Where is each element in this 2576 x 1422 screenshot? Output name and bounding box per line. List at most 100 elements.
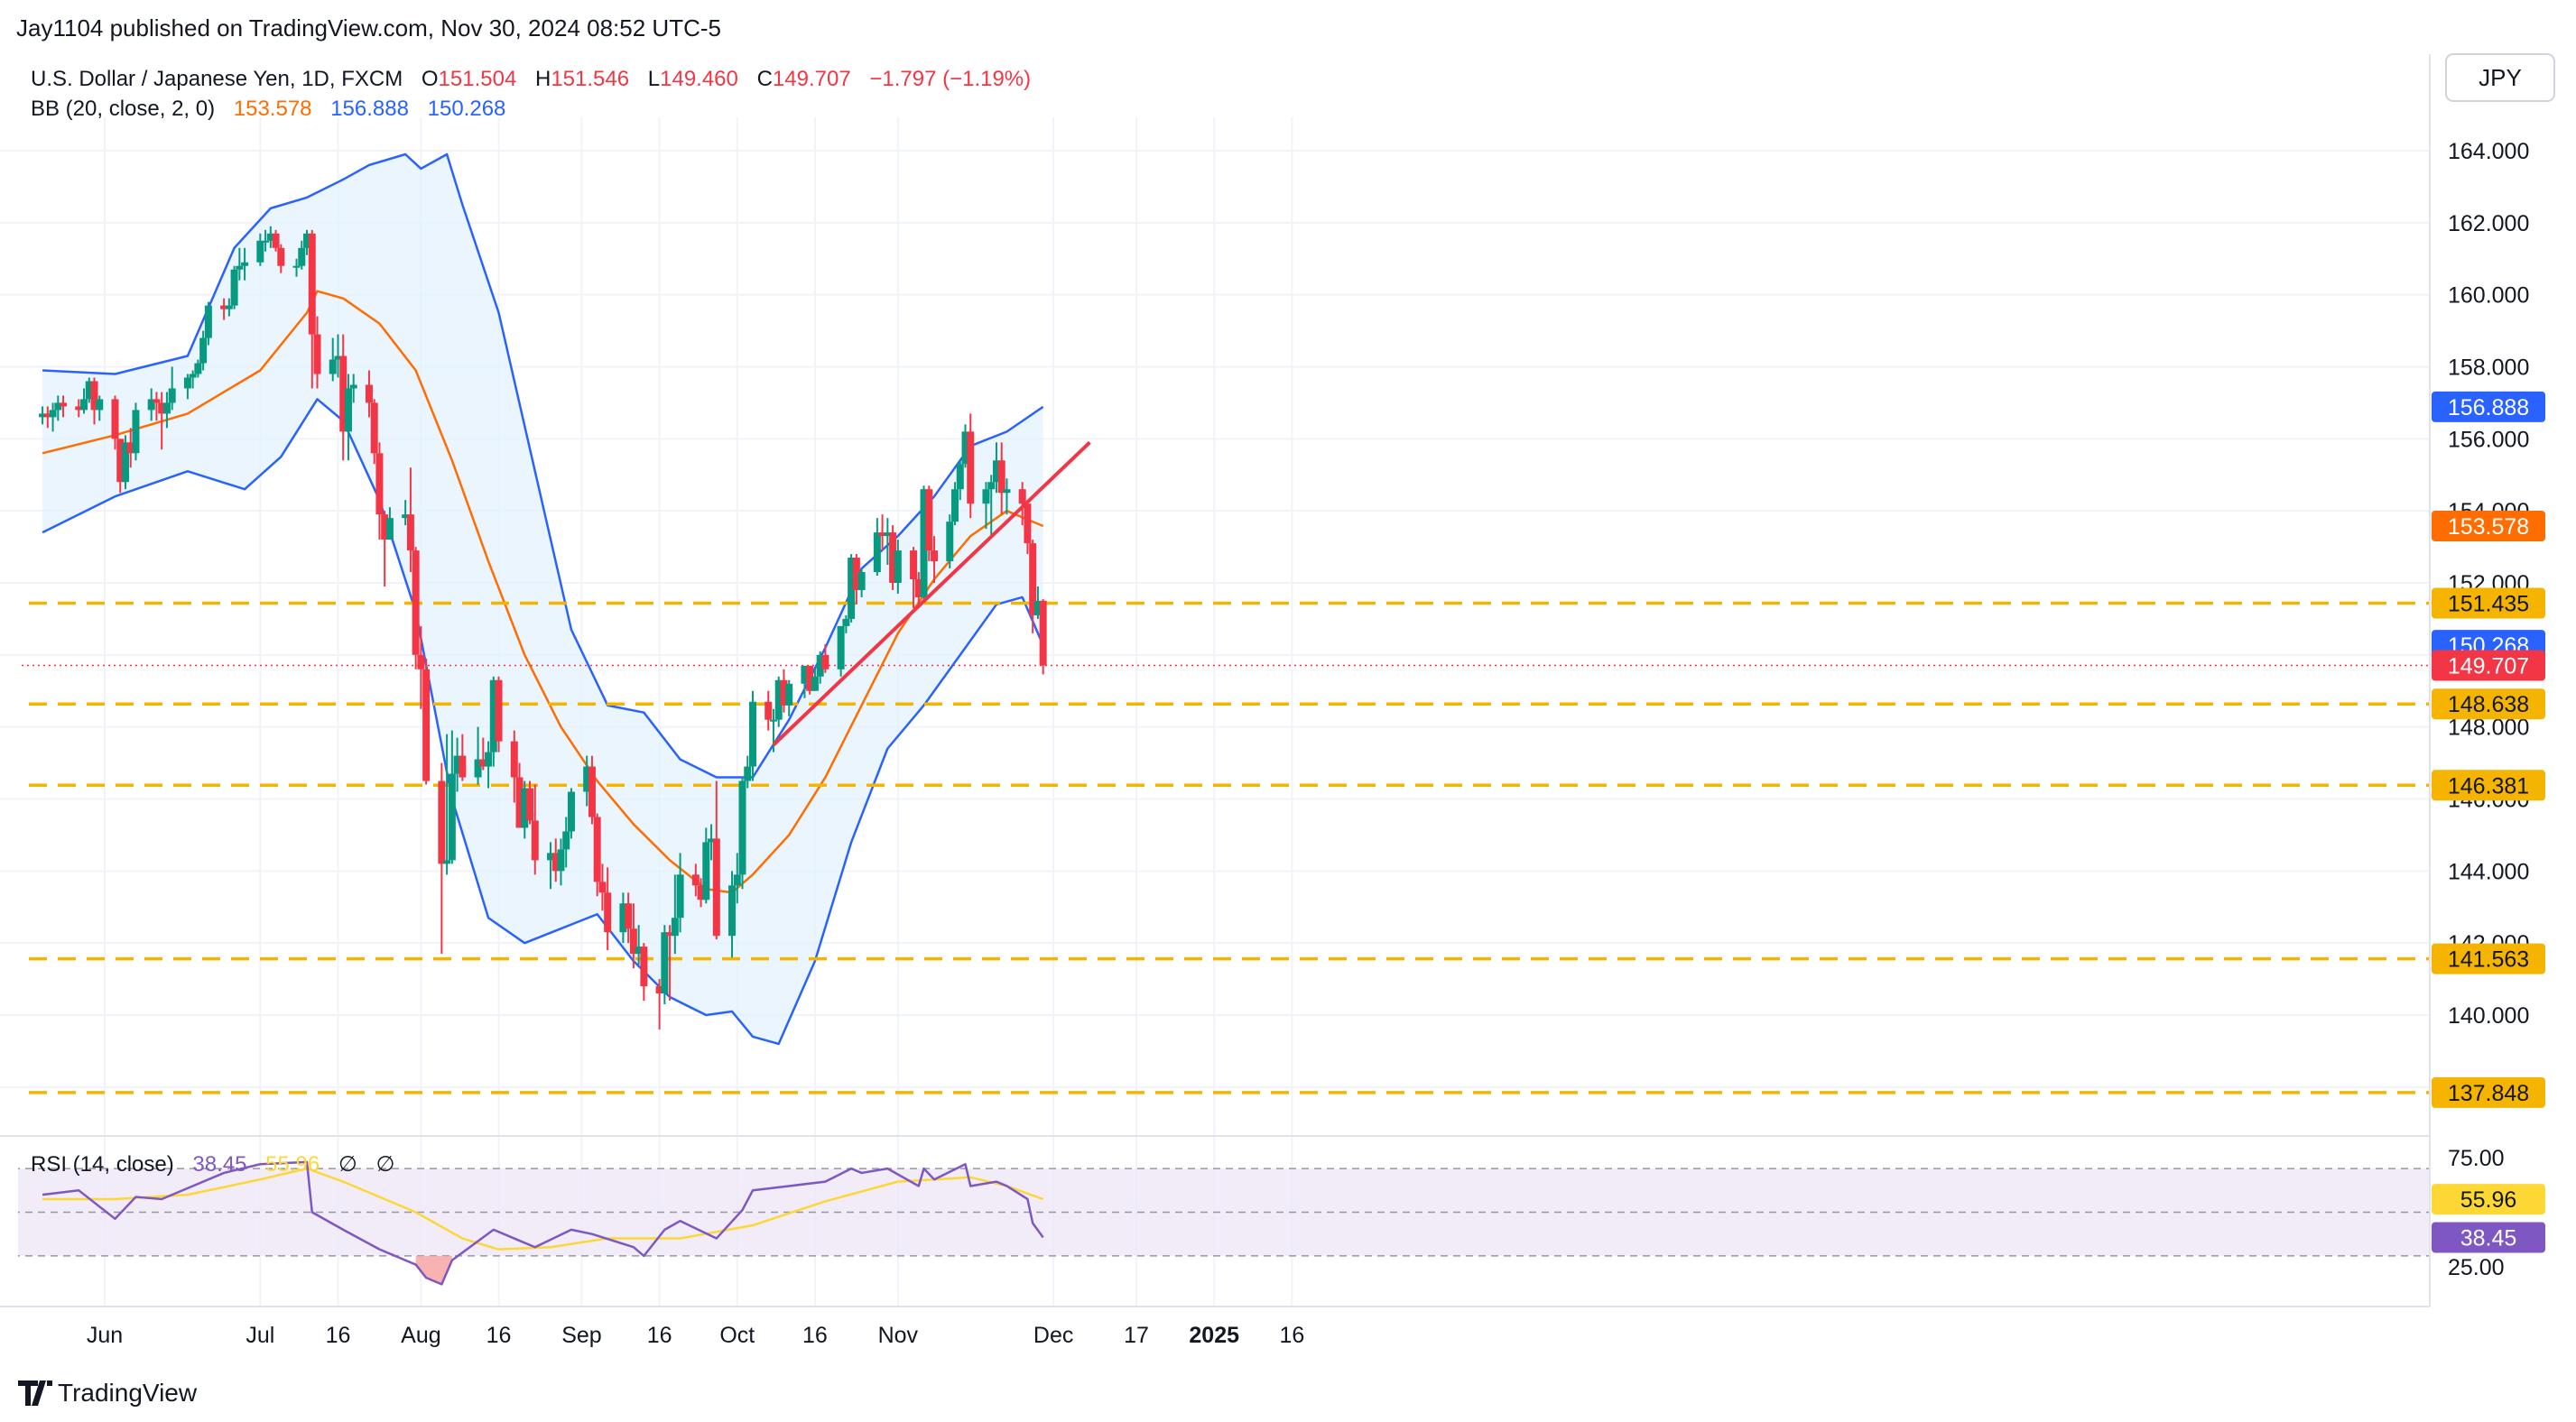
candle-body[interactable] — [997, 460, 1005, 494]
candle-body[interactable] — [546, 853, 554, 861]
candle-body[interactable] — [334, 356, 342, 360]
candle-body[interactable] — [987, 482, 996, 490]
candle-body[interactable] — [878, 532, 886, 537]
candle-body[interactable] — [132, 410, 140, 454]
candle-body[interactable] — [894, 550, 902, 583]
candle-body[interactable] — [495, 679, 503, 742]
candle-body[interactable] — [349, 384, 357, 389]
candle-body[interactable] — [1024, 503, 1032, 544]
rsi-plot[interactable] — [0, 1160, 2430, 1286]
candle-body[interactable] — [806, 665, 814, 691]
candle-body[interactable] — [635, 946, 643, 955]
candle-body[interactable] — [448, 773, 456, 861]
candle-body[interactable] — [262, 240, 270, 243]
candle-body[interactable] — [697, 885, 705, 900]
candle-body[interactable] — [230, 269, 238, 306]
candle-body[interactable] — [298, 247, 306, 266]
candle-body[interactable] — [946, 522, 954, 562]
candle-body[interactable] — [1039, 600, 1047, 666]
candle-body[interactable] — [598, 882, 607, 893]
candle-body[interactable] — [531, 820, 539, 861]
candle-body[interactable] — [375, 453, 384, 515]
candle-body[interactable] — [733, 874, 741, 886]
candle-body[interactable] — [39, 413, 47, 418]
candle-body[interactable] — [744, 766, 752, 781]
candle-body[interactable] — [459, 755, 467, 778]
candle-body[interactable] — [557, 849, 565, 872]
candle-body[interactable] — [567, 791, 575, 832]
candle-body[interactable] — [1018, 489, 1026, 504]
candle-body[interactable] — [80, 399, 88, 411]
candle-body[interactable] — [225, 305, 233, 309]
candle-body[interactable] — [60, 402, 68, 407]
candle-body[interactable] — [292, 265, 301, 268]
candle-body[interactable] — [75, 406, 83, 411]
candle-body[interactable] — [365, 384, 373, 403]
candle-body[interactable] — [344, 388, 352, 432]
candle-body[interactable] — [453, 755, 461, 774]
candle-body[interactable] — [961, 431, 969, 465]
candle-body[interactable] — [385, 518, 394, 540]
candle-body[interactable] — [764, 701, 773, 720]
candle-body[interactable] — [96, 399, 104, 411]
candle-body[interactable] — [256, 240, 264, 263]
candle-body[interactable] — [85, 381, 93, 400]
candle-body[interactable] — [194, 363, 202, 374]
candle-body[interactable] — [489, 679, 497, 753]
candle-body[interactable] — [738, 780, 746, 875]
candle-body[interactable] — [204, 305, 212, 338]
candle-body[interactable] — [329, 359, 337, 374]
candle-body[interactable] — [951, 489, 959, 522]
candle-body[interactable] — [485, 752, 493, 767]
candle-body[interactable] — [925, 489, 933, 551]
candle-body[interactable] — [848, 558, 856, 619]
candle-body[interactable] — [640, 946, 648, 987]
candle-body[interactable] — [266, 233, 274, 241]
candle-body[interactable] — [982, 489, 990, 504]
candle-body[interactable] — [873, 532, 881, 573]
candle-body[interactable] — [956, 464, 964, 490]
candle-body[interactable] — [526, 788, 534, 821]
candle-body[interactable] — [914, 579, 922, 597]
candle-body[interactable] — [910, 550, 918, 580]
candle-body[interactable] — [220, 305, 228, 309]
candle-body[interactable] — [153, 399, 161, 403]
candle-body[interactable] — [588, 766, 596, 817]
candle-body[interactable] — [931, 550, 939, 562]
candle-body[interactable] — [857, 572, 866, 590]
candle-body[interactable] — [54, 402, 62, 411]
candle-body[interactable] — [884, 532, 892, 537]
candle-body[interactable] — [671, 918, 679, 937]
candle-body[interactable] — [816, 654, 824, 677]
candle-body[interactable] — [510, 741, 518, 778]
candle-body[interactable] — [821, 654, 829, 669]
candle-body[interactable] — [189, 374, 197, 378]
candle-body[interactable] — [604, 892, 612, 933]
candle-body[interactable] — [479, 759, 487, 767]
candle-body[interactable] — [992, 460, 1000, 483]
candle-body[interactable] — [749, 701, 756, 767]
candle-body[interactable] — [811, 676, 819, 691]
candle-body[interactable] — [381, 514, 389, 540]
candle-body[interactable] — [780, 679, 788, 706]
candle-body[interactable] — [967, 431, 975, 504]
candle-body[interactable] — [785, 683, 793, 706]
candle-body[interactable] — [402, 514, 410, 519]
candle-body[interactable] — [708, 838, 716, 843]
candle-body[interactable] — [241, 262, 249, 266]
candle-body[interactable] — [49, 410, 57, 418]
candle-body[interactable] — [339, 356, 347, 432]
candle-body[interactable] — [147, 399, 155, 411]
candle-body[interactable] — [1033, 600, 1042, 615]
candle-body[interactable] — [168, 388, 176, 403]
candle-body[interactable] — [666, 932, 674, 937]
candle-body[interactable] — [521, 788, 529, 828]
candle-body[interactable] — [158, 402, 166, 414]
time-axis[interactable]: Jun Jul 16 Aug 16 Sep 16 Oct 16 Nov Dec 17 2025 16 — [87, 1323, 1304, 1348]
price-plot[interactable] — [0, 152, 2430, 1094]
candle-body[interactable] — [116, 439, 125, 483]
candle-body[interactable] — [842, 618, 850, 626]
candle-body[interactable] — [121, 442, 129, 483]
candle-body[interactable] — [837, 625, 845, 669]
candle-body[interactable] — [370, 402, 378, 454]
